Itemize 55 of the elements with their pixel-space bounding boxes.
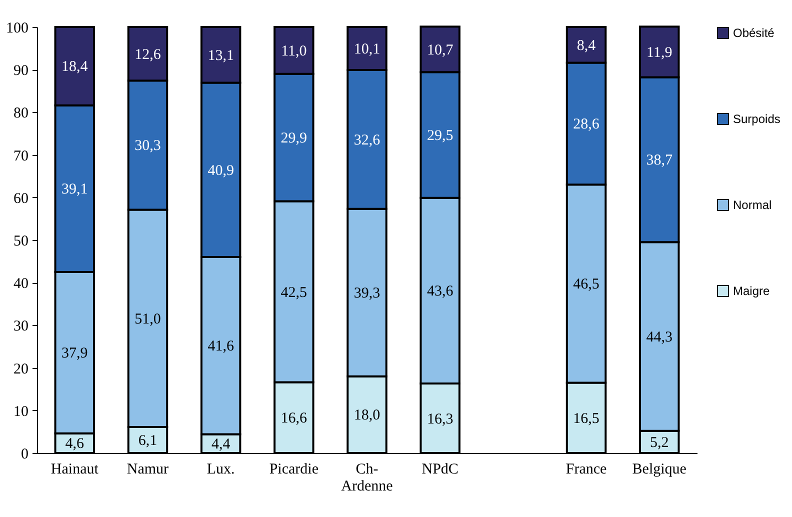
legend-label: Maigre	[733, 284, 770, 298]
data-label: 10,1	[354, 42, 380, 58]
legend-label: Normal	[733, 198, 772, 212]
y-tick-label: 0	[21, 446, 28, 462]
data-label: 18,4	[62, 59, 88, 76]
x-tick-label: Lux.	[206, 462, 235, 478]
data-label: 13,1	[208, 48, 234, 64]
data-label: 5,2	[650, 434, 669, 451]
data-label: 42,5	[280, 284, 308, 301]
x-tick-label: NPdC	[422, 462, 458, 478]
x-tick-label: Picardie	[269, 462, 319, 478]
data-label: 16,5	[573, 410, 600, 427]
y-tick-label: 70	[14, 148, 28, 164]
y-tick-label: 20	[14, 361, 28, 378]
data-label: 37,9	[62, 346, 88, 362]
x-tick-label: Hainaut	[50, 462, 100, 478]
legend-label: Surpoids	[733, 112, 780, 126]
y-tick-label: 10	[14, 404, 28, 420]
legend-label: Obésité	[733, 26, 775, 40]
x-tick-label: France	[566, 462, 608, 478]
data-label: 39,3	[354, 286, 380, 302]
data-label: 11,9	[646, 44, 672, 61]
y-tick-label: 80	[14, 106, 28, 122]
data-label: 41,6	[208, 338, 234, 355]
data-label: 16,6	[280, 410, 308, 427]
data-label: 44,3	[646, 329, 672, 346]
data-label: 38,7	[646, 152, 673, 169]
x-tick-label: Namur	[126, 462, 169, 478]
data-label: 6,1	[138, 433, 158, 450]
data-label: 39,1	[62, 182, 88, 198]
data-label: 29,5	[426, 128, 454, 144]
data-label: 4,6	[65, 436, 85, 452]
y-tick-label: 30	[14, 318, 28, 335]
data-label: 30,3	[134, 138, 161, 154]
data-label: 29,9	[280, 130, 308, 147]
data-label: 46,5	[573, 276, 600, 293]
data-label: 28,6	[573, 116, 600, 133]
data-label: 12,6	[134, 46, 162, 63]
data-label: 4,4	[211, 436, 231, 453]
x-tick-label: Ch- Ardenne	[341, 462, 394, 494]
x-tick-label: Belgique	[632, 462, 687, 478]
data-label: 16,3	[426, 411, 454, 428]
data-label: 51,0	[134, 311, 161, 328]
data-label: 10,7	[426, 42, 454, 58]
data-label: 43,6	[426, 284, 454, 300]
data-label: 11,0	[281, 43, 307, 60]
y-tick-label: 100	[6, 20, 28, 36]
y-tick-label: 50	[14, 234, 28, 250]
y-tick-label: 90	[14, 63, 28, 80]
y-tick-label: 60	[14, 190, 28, 207]
data-label: 18,0	[354, 408, 380, 424]
data-label: 8,4	[576, 38, 596, 54]
data-label: 40,9	[208, 162, 234, 179]
data-label: 32,6	[354, 132, 381, 148]
y-tick-label: 40	[14, 276, 28, 292]
